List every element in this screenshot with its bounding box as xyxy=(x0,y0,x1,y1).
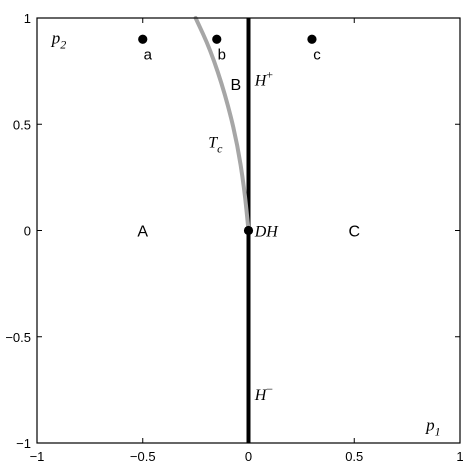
y-tick-label: 1 xyxy=(24,11,31,26)
point-label-a: a xyxy=(144,46,153,63)
axis-variable-base: p xyxy=(425,415,435,434)
annotation-2: C xyxy=(348,224,360,241)
x-tick-label: 0.5 xyxy=(345,449,363,464)
x-tick-label: 0 xyxy=(245,449,252,464)
annotation-6: H− xyxy=(254,382,274,404)
ticks-layer: −1 −0.5 0 0.5 1−1−0.500.51 xyxy=(5,11,463,464)
series-curve-1 xyxy=(193,16,251,233)
annotation-superscript: − xyxy=(266,382,273,396)
annotation-text: T xyxy=(208,134,218,151)
annotation-text: DH xyxy=(254,224,280,241)
point-c xyxy=(307,34,317,44)
point-a xyxy=(138,34,148,44)
axis-variable-x-var: p1 xyxy=(425,415,441,438)
plot-layer xyxy=(138,16,317,443)
annotation-subscript: c xyxy=(217,141,223,155)
point-label-b: b xyxy=(218,46,226,63)
axis-variable-y-var: p2 xyxy=(51,29,67,52)
point-b xyxy=(212,34,222,44)
y-tick-label: −1 xyxy=(16,436,31,451)
y-tick-label: 0.5 xyxy=(13,117,31,132)
y-tick-label: −0.5 xyxy=(5,330,31,345)
point-label-c: c xyxy=(313,46,321,63)
annotation-5: H+ xyxy=(254,68,274,90)
annotation-0: A xyxy=(137,224,148,241)
axis-variable-subscript: 1 xyxy=(435,424,441,438)
annotation-1: B xyxy=(230,77,241,94)
annotation-4: Tc xyxy=(208,134,223,155)
point-dh xyxy=(243,225,254,236)
annotation-text: H xyxy=(254,73,268,90)
annotation-text: C xyxy=(348,224,360,241)
y-tick-label: 0 xyxy=(24,224,31,239)
annotation-text: H xyxy=(254,387,268,404)
x-tick-label: 1 xyxy=(456,449,463,464)
annotation-superscript: + xyxy=(266,68,273,82)
axis-variable-base: p xyxy=(51,29,61,48)
annotation-3: DH xyxy=(254,224,280,241)
annotation-text: A xyxy=(137,224,148,241)
axis-variable-subscript: 2 xyxy=(60,38,66,52)
x-tick-label: −1 xyxy=(30,449,45,464)
x-tick-label: −0.5 xyxy=(130,449,156,464)
annotation-text: B xyxy=(230,77,241,94)
